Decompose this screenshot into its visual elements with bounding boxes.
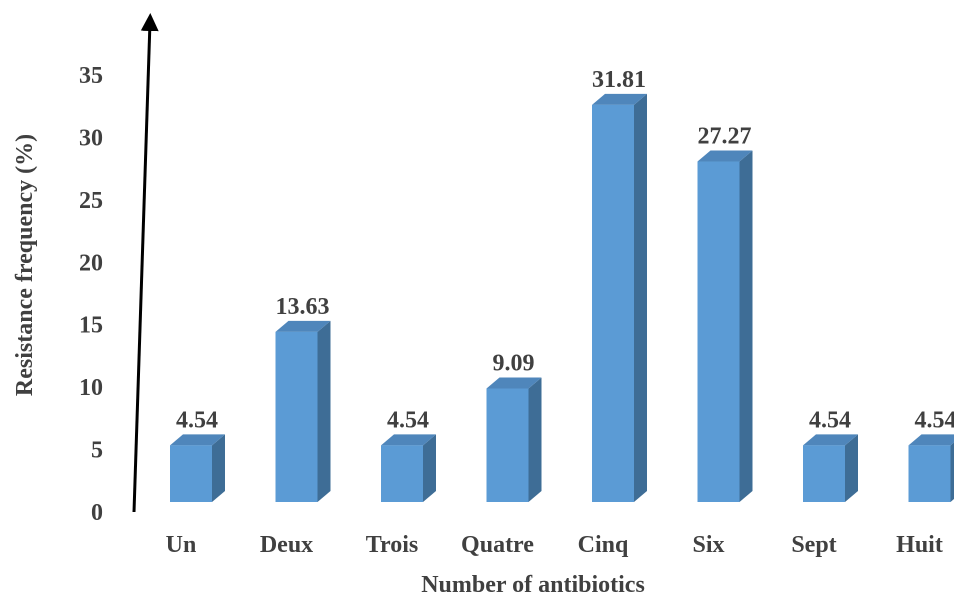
bar-front-face	[697, 161, 740, 502]
bar-side-face	[739, 150, 753, 502]
bar-top-face	[381, 434, 436, 446]
bar-side-face	[317, 320, 331, 502]
bar	[275, 320, 331, 502]
bar-side-face	[634, 93, 647, 502]
category-label: Deux	[260, 532, 313, 558]
bar	[486, 377, 542, 502]
data-label: 4.54	[915, 407, 954, 433]
category-label: Trois	[366, 532, 418, 558]
data-label: 27.27	[698, 124, 752, 150]
category-label: Six	[692, 532, 724, 558]
bar	[803, 434, 858, 502]
bars-group	[170, 93, 954, 502]
data-label: 4.54	[387, 407, 429, 433]
bar-front-face	[803, 445, 845, 502]
bar-side-face	[845, 434, 858, 502]
y-tick-label: 15	[79, 313, 103, 339]
category-label: Sept	[791, 532, 836, 558]
y-tick-label: 5	[91, 438, 103, 464]
y-axis-title: Resistance frequency (%)	[12, 134, 38, 396]
bar	[592, 93, 647, 502]
bar-top-face	[170, 434, 225, 446]
data-labels-group: 4.54 13.63 4.54 9.09 31.81 27.27 4.54 4.54	[176, 67, 954, 433]
bar	[908, 434, 954, 502]
y-tick-label: 35	[79, 63, 103, 89]
bar-side-face	[528, 377, 542, 502]
bar-top-face	[486, 377, 542, 389]
y-tick-label: 30	[79, 125, 103, 151]
y-tick-label: 25	[79, 188, 103, 214]
bar-top-face	[697, 150, 753, 162]
category-label: Cinq	[578, 532, 629, 558]
y-tick-label: 0	[91, 500, 103, 526]
y-tick-label: 20	[79, 250, 103, 276]
bar-top-face	[803, 434, 858, 446]
data-label: 31.81	[592, 67, 646, 93]
category-label: Huit	[896, 532, 943, 558]
data-label: 4.54	[809, 407, 851, 433]
data-label: 4.54	[176, 407, 218, 433]
bar	[381, 434, 436, 502]
bar-side-face	[212, 434, 225, 502]
bar	[697, 150, 753, 502]
y-axis-arrow	[132, 13, 159, 513]
bar-side-face	[950, 442, 954, 502]
bar-top-face	[908, 434, 954, 446]
bar-front-face	[592, 104, 634, 502]
data-label: 13.63	[276, 294, 330, 320]
x-axis-title: Number of antibiotics	[421, 572, 645, 598]
category-label: Un	[166, 532, 197, 558]
y-axis-ticks: 0 5 10 15 20 25 30 35	[79, 63, 103, 526]
x-axis-category-labels: Un Deux Trois Quatre Cinq Six Sept Huit	[166, 532, 943, 558]
bar-front-face	[908, 445, 951, 502]
bar-top-face	[275, 320, 331, 332]
bar-front-face	[170, 445, 212, 502]
bar-front-face	[486, 388, 529, 502]
category-label: Quatre	[461, 532, 534, 558]
data-label: 9.09	[493, 351, 535, 377]
bar-front-face	[381, 445, 423, 502]
y-tick-label: 10	[79, 375, 103, 401]
bar-front-face	[275, 331, 318, 502]
bar	[170, 434, 225, 502]
bar-top-face	[592, 93, 647, 105]
bar-side-face	[423, 434, 436, 502]
